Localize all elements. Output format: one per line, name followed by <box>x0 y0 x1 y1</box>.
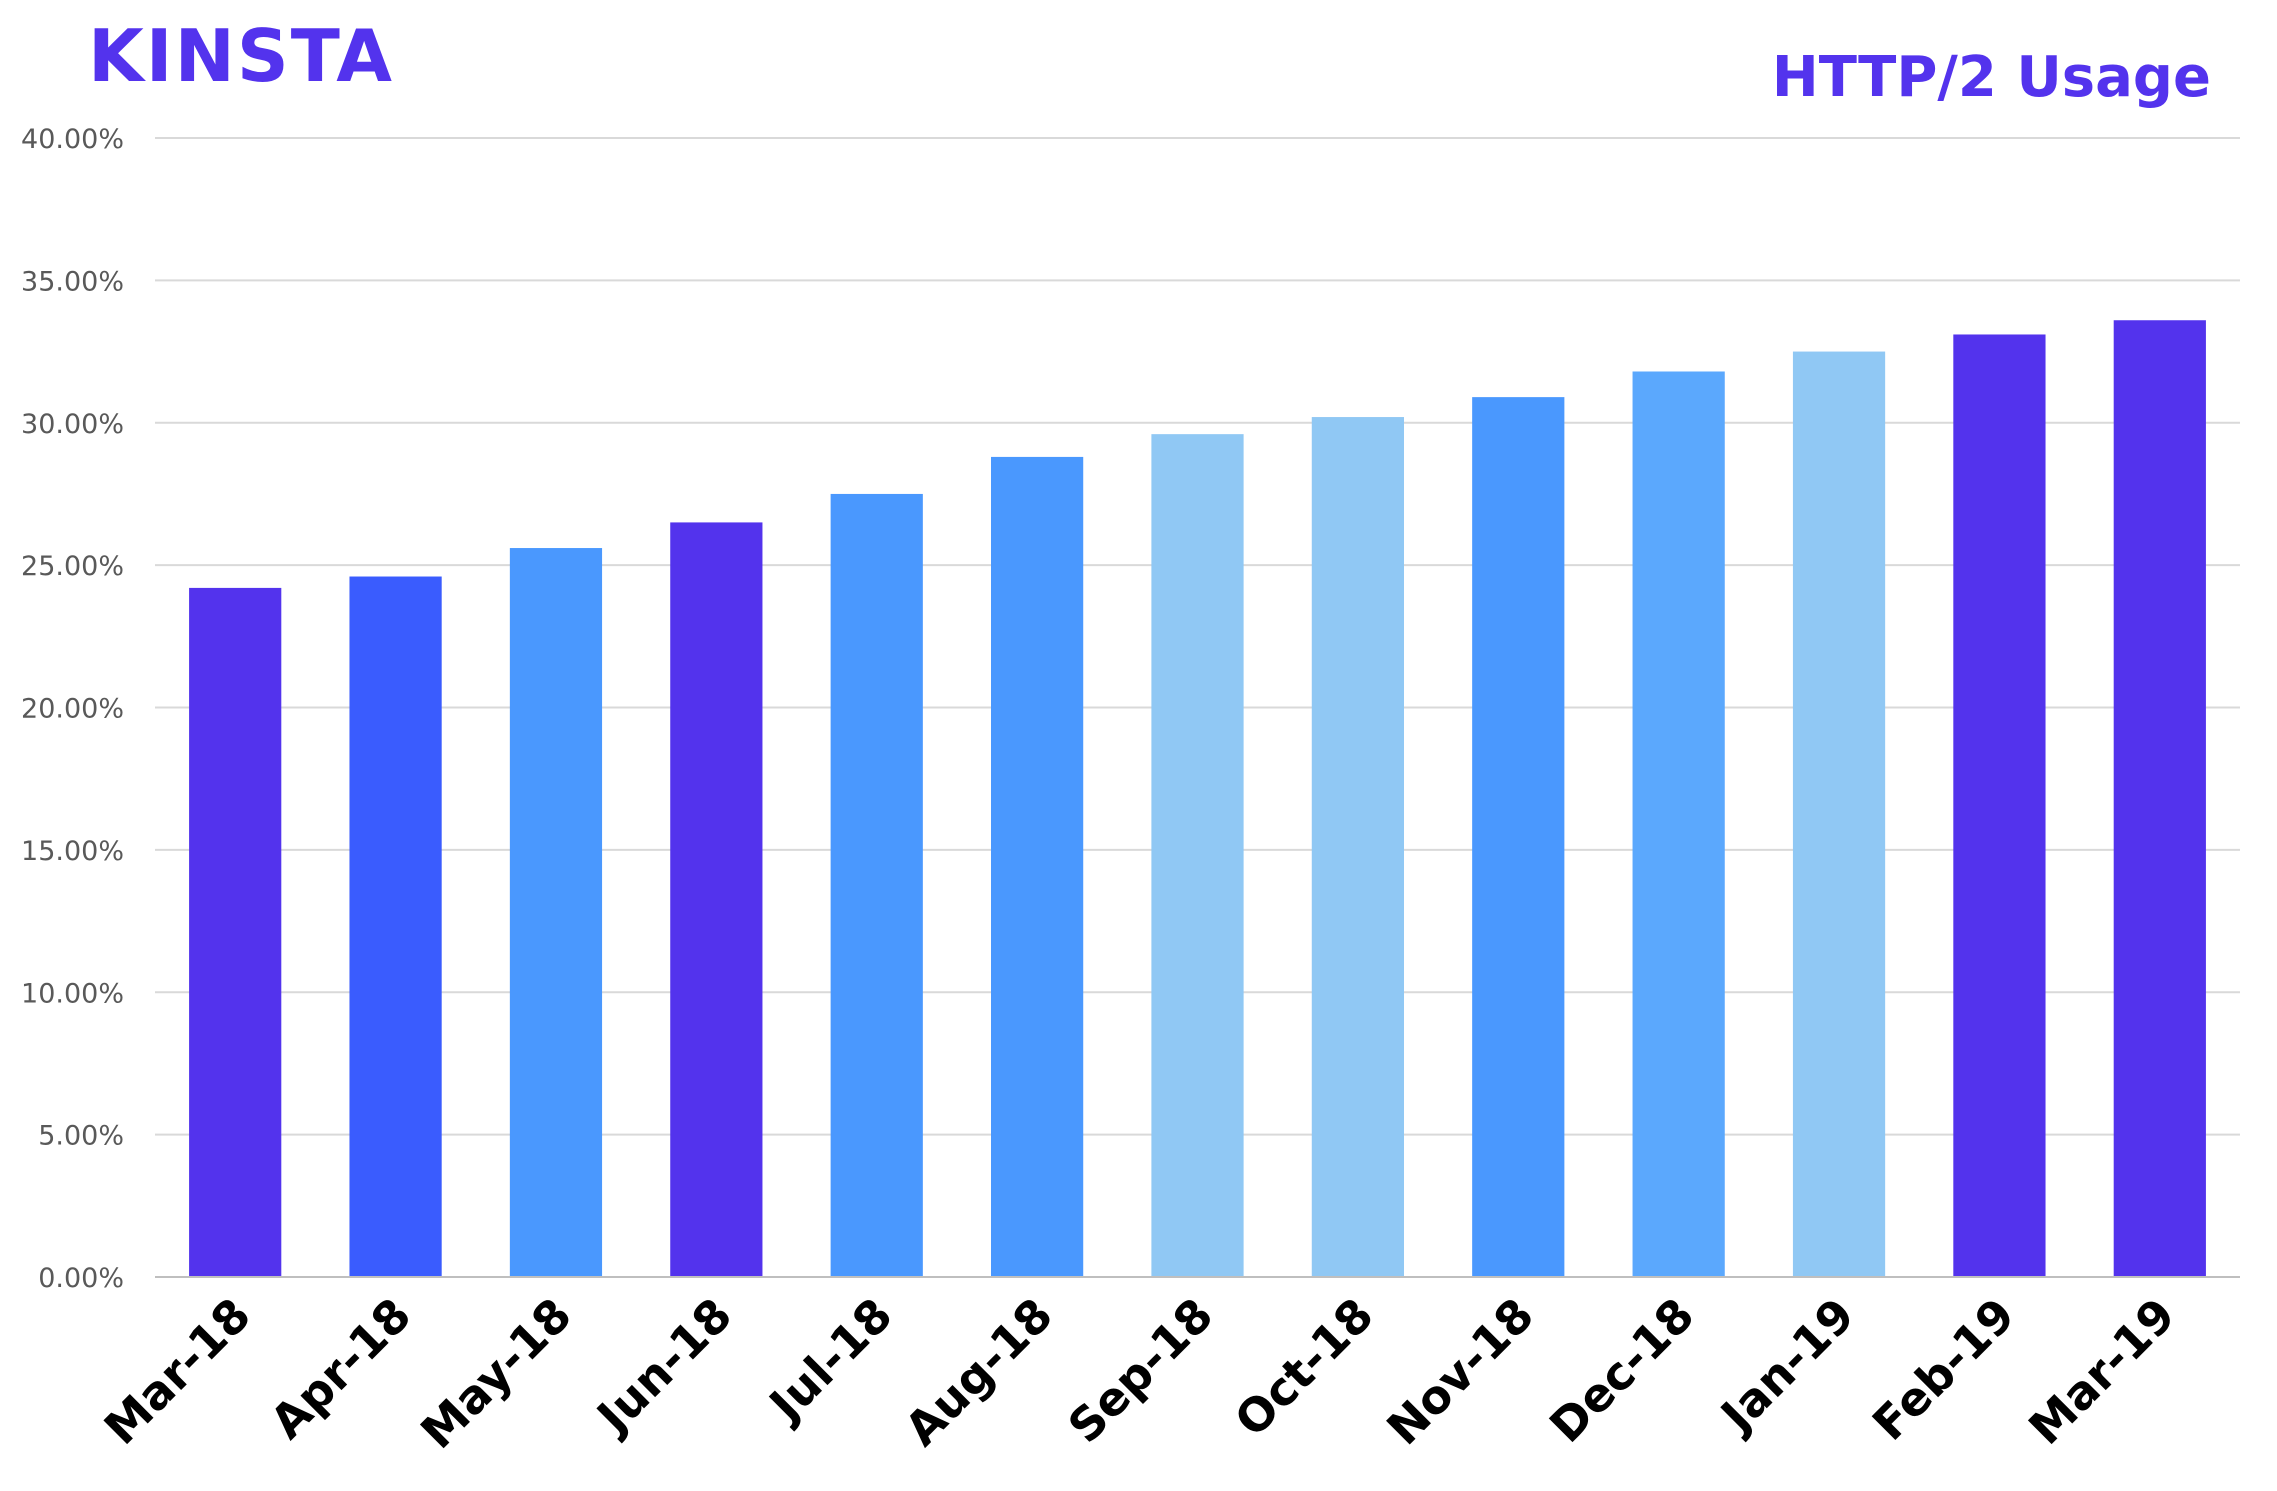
y-tick-label: 30.00% <box>21 409 124 440</box>
y-tick-label: 10.00% <box>21 978 124 1009</box>
bar-nov-18 <box>1472 397 1565 1277</box>
bar-mar-19 <box>2113 320 2206 1277</box>
y-tick-label: 40.00% <box>21 124 124 155</box>
x-tick-label: Apr-18 <box>260 1288 421 1449</box>
x-tick-label: Nov-18 <box>1376 1288 1544 1456</box>
bar-feb-19 <box>1953 334 2046 1277</box>
bar-jun-18 <box>670 522 763 1277</box>
y-axis-tick-labels: 0.00% 5.00% 10.00% 15.00% 20.00% 25.00% 30.00%… <box>21 124 124 1294</box>
bar-apr-18 <box>349 576 442 1277</box>
bar-jul-18 <box>830 493 923 1277</box>
y-tick-label: 25.00% <box>21 551 124 582</box>
x-tick-label: Dec-18 <box>1539 1288 1704 1453</box>
bar-jan-19 <box>1792 351 1886 1277</box>
kinsta-logo: KINSTA <box>88 14 394 98</box>
y-tick-label: 15.00% <box>21 836 124 867</box>
x-tick-label: Aug-18 <box>894 1288 1063 1457</box>
bar-dec-18 <box>1632 371 1725 1277</box>
bar-sep-18 <box>1151 434 1244 1277</box>
x-tick-label: Jul-18 <box>757 1288 902 1433</box>
bar-aug-18 <box>991 456 1084 1277</box>
x-tick-label: Oct-18 <box>1224 1288 1383 1447</box>
bars <box>189 320 2206 1277</box>
x-tick-label: Jun-18 <box>585 1288 742 1445</box>
y-tick-label: 0.00% <box>38 1263 124 1294</box>
x-tick-label: Sep-18 <box>1058 1288 1224 1454</box>
x-tick-label: Mar-18 <box>94 1288 261 1455</box>
y-tick-label: 20.00% <box>21 694 124 725</box>
chart-title: HTTP/2 Usage <box>1771 45 2211 110</box>
y-tick-label: 5.00% <box>38 1121 124 1152</box>
bar-may-18 <box>509 548 603 1277</box>
y-tick-label: 35.00% <box>21 266 124 297</box>
bar-mar-18 <box>189 587 282 1277</box>
x-tick-label: Feb-19 <box>1862 1288 2025 1451</box>
x-tick-label: Mar-19 <box>2018 1288 2185 1455</box>
bar-oct-18 <box>1311 417 1404 1277</box>
x-tick-label: May-18 <box>410 1288 581 1459</box>
x-tick-label: Jan-19 <box>1709 1288 1865 1444</box>
